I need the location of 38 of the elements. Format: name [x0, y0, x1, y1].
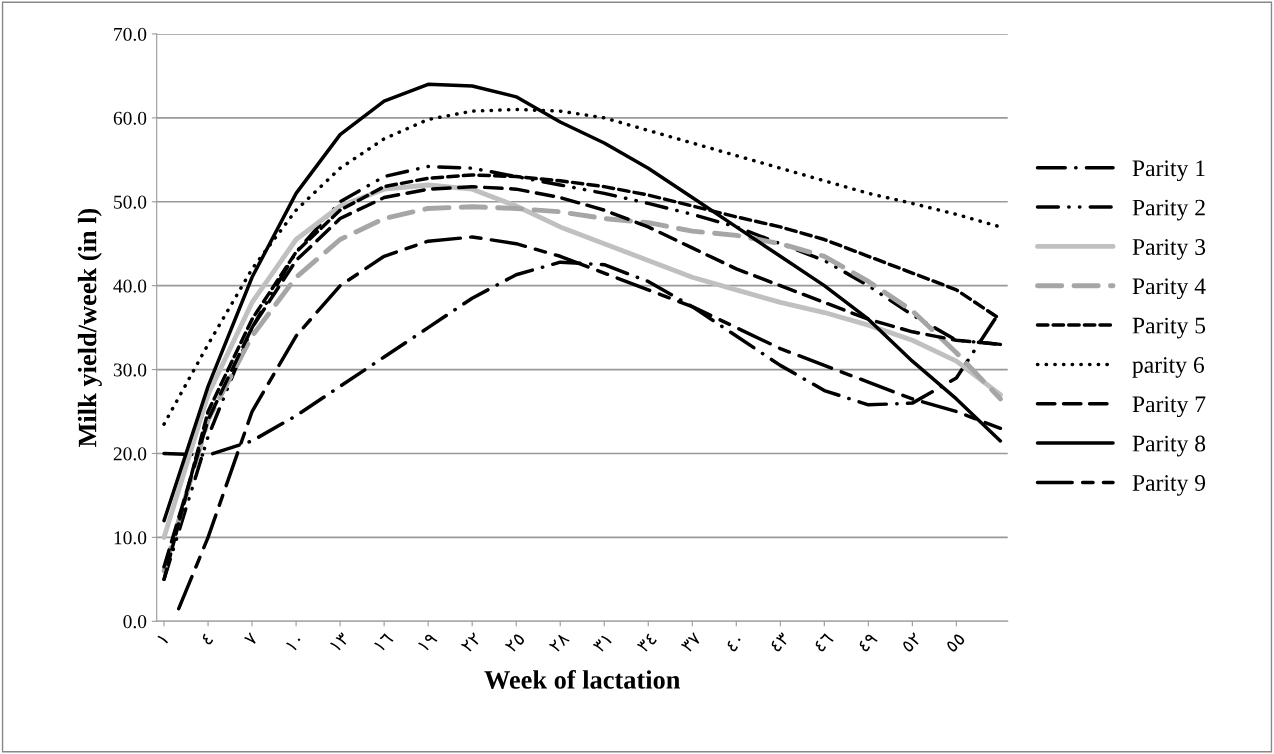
y-tick-label: 60.0 [113, 111, 147, 125]
y-tick-label: 40.0 [113, 279, 147, 293]
x-tick-label: ٤ [200, 632, 214, 646]
legend-label: Parity 8 [1132, 435, 1206, 457]
x-tick-label: ٣٤ [636, 632, 658, 654]
y-tick-label: 0.0 [123, 615, 147, 629]
x-tick-label: ٢٥ [504, 632, 526, 654]
legend-label: Parity 2 [1132, 199, 1205, 221]
y-tick-label: 30.0 [113, 363, 147, 377]
x-tick-label: ١٩ [417, 632, 438, 652]
x-tick-label: ١٠ [285, 634, 304, 652]
y-tick-label: 70.0 [114, 27, 147, 41]
y-tick-label: 50.0 [114, 195, 147, 209]
x-axis-title: Week of lactation [484, 669, 681, 689]
x-tick-label: ٣٧ [680, 632, 702, 654]
x-tick-label: ٤٦ [813, 632, 834, 653]
y-tick-label: 10.0 [114, 531, 147, 545]
x-tick-label: ٤٣ [769, 632, 790, 653]
legend-label: Parity 5 [1132, 317, 1206, 339]
x-tick-label: ٢٢ [460, 632, 482, 654]
y-tick-label: 20.0 [113, 447, 147, 461]
x-tick-label: ٥٥ [945, 632, 966, 653]
x-tick-label: ٤٠ [725, 634, 744, 653]
legend-label: Parity 1 [1132, 160, 1205, 182]
legend-label: parity 6 [1132, 357, 1205, 378]
x-tick-label: ٢٨ [548, 632, 570, 654]
x-tick-label: ١٣ [329, 632, 350, 652]
x-tick-label: ٤٩ [857, 632, 878, 653]
legend-label: Parity 9 [1132, 475, 1206, 496]
legend-label: Parity 4 [1132, 278, 1206, 300]
x-tick-label: ٥٢ [901, 632, 922, 653]
legend-label: Parity 7 [1132, 396, 1206, 418]
legend-label: Parity 3 [1132, 239, 1206, 260]
x-tick-label: ١٦ [373, 632, 394, 652]
x-tick-label: ٣١ [592, 634, 612, 654]
x-tick-label: ٧ [243, 632, 259, 647]
x-tick-label: ١ [157, 634, 169, 645]
y-axis-title: Milk yield/week (in l) [77, 208, 102, 448]
